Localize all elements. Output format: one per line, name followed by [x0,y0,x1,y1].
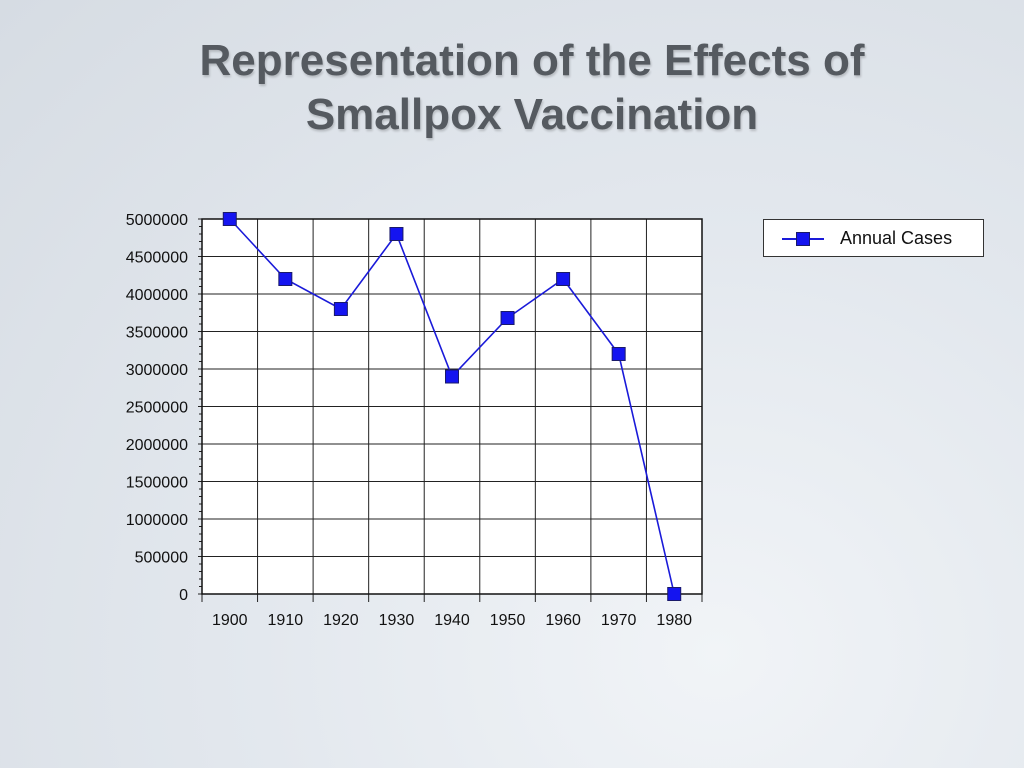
y-tick-label: 4000000 [126,287,188,304]
y-tick-label: 1000000 [126,512,188,529]
data-point [611,347,626,361]
data-point [556,272,571,286]
chart-legend: Annual Cases [763,219,984,257]
plot-border [201,218,703,595]
y-tick-label: 4500000 [126,250,188,267]
x-tick-label: 1940 [434,612,470,629]
data-point [333,302,348,316]
x-tick-label: 1910 [268,612,304,629]
y-tick-label: 500000 [135,550,188,567]
data-point [500,311,515,325]
x-tick-label: 1900 [212,612,248,629]
x-axis-tick-labels: 1900 1910 1920 1930 1940 1950 1960 1970 1980 [212,612,692,629]
y-tick-label: 3000000 [126,362,188,379]
x-tick-label: 1920 [323,612,359,629]
y-tick-label: 2500000 [126,400,188,417]
grid-lines [201,218,703,595]
slide-title-line-1: Representation of the Effects of [199,36,865,85]
axes [198,218,703,602]
data-point [278,272,293,286]
y-tick-label: 1500000 [126,475,188,492]
legend-label: Annual Cases [840,228,953,248]
x-tick-label: 1960 [545,612,581,629]
legend-square-marker-icon [796,232,810,246]
slide-title: Representation of the Effects of Smallpo… [100,34,964,142]
data-point [389,227,404,241]
data-point [445,369,459,384]
y-tick-label: 2000000 [126,437,188,454]
x-tick-label: 1950 [490,612,526,629]
x-tick-label: 1980 [656,612,692,629]
slide-title-line-2: Smallpox Vaccination [305,90,759,139]
y-tick-label: 5000000 [126,212,188,229]
x-tick-label: 1930 [379,612,415,629]
data-point [222,212,237,226]
y-tick-label: 0 [179,587,188,604]
data-point [667,587,682,601]
x-tick-label: 1970 [601,612,637,629]
y-axis-tick-labels: 0 500000 1000000 1500000 2000000 2500000 30000… [126,212,188,604]
series-annual-cases [222,212,682,601]
y-tick-label: 3500000 [126,325,188,342]
